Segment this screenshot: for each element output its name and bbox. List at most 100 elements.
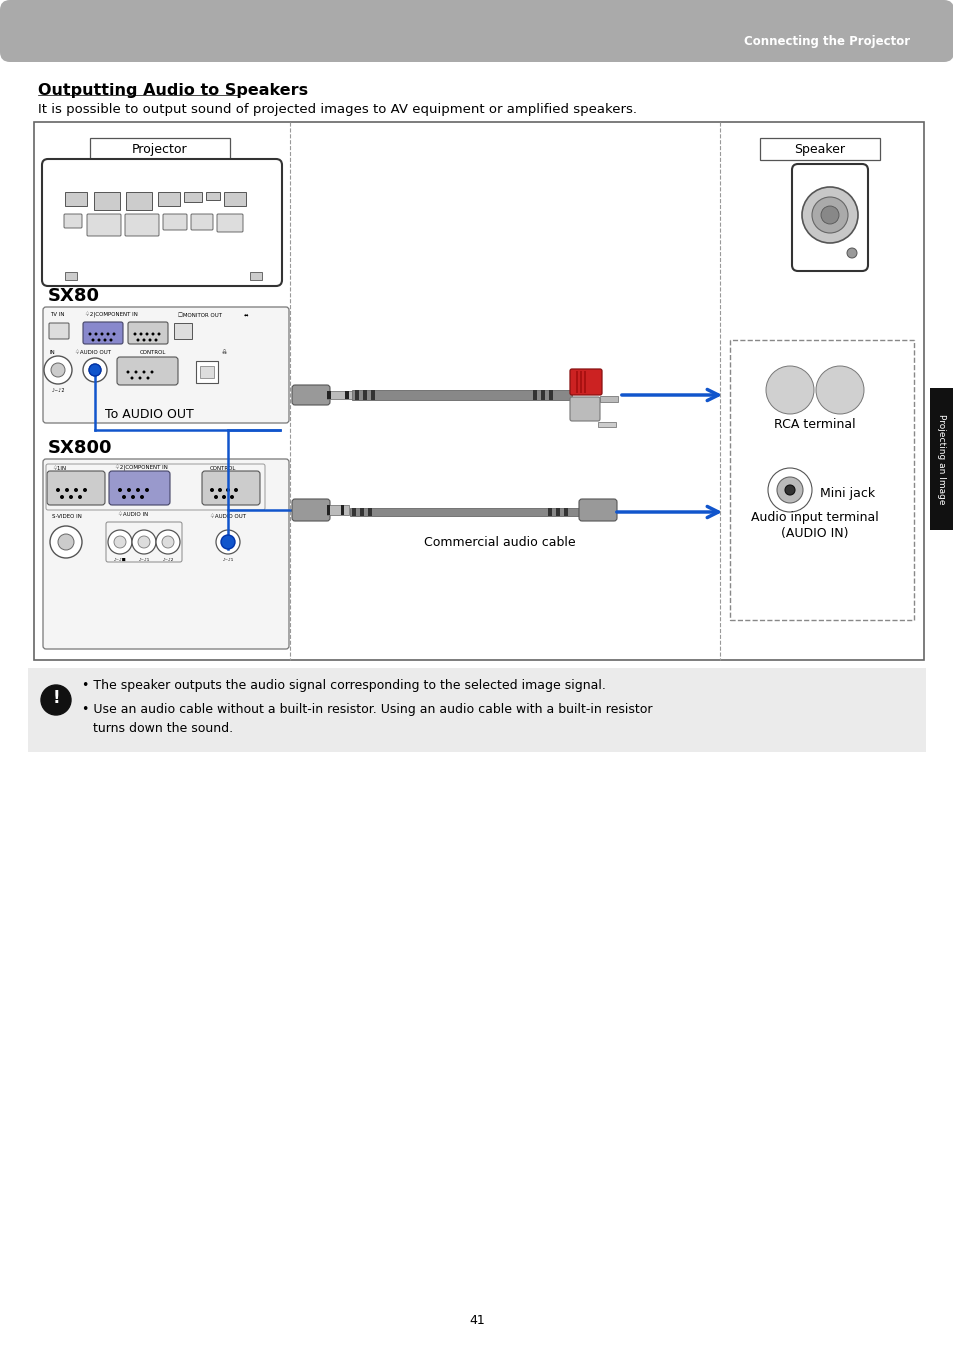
FancyBboxPatch shape (90, 138, 230, 160)
Bar (250, 272, 262, 280)
FancyBboxPatch shape (43, 458, 289, 649)
FancyBboxPatch shape (173, 323, 192, 339)
Circle shape (767, 468, 811, 512)
Bar (359, 508, 364, 516)
Bar (327, 391, 352, 399)
Text: ⬌: ⬌ (244, 312, 249, 318)
Text: • Use an audio cable without a built-in resistor. Using an audio cable with a bu: • Use an audio cable without a built-in … (82, 703, 652, 717)
Circle shape (74, 488, 78, 492)
Circle shape (213, 495, 218, 499)
FancyBboxPatch shape (126, 192, 152, 210)
Circle shape (815, 366, 863, 414)
Text: Projector: Projector (132, 142, 188, 155)
Circle shape (824, 375, 854, 406)
FancyBboxPatch shape (292, 499, 330, 521)
Bar (345, 391, 349, 399)
Circle shape (136, 338, 139, 342)
Circle shape (60, 495, 64, 499)
Bar (327, 506, 349, 515)
FancyBboxPatch shape (216, 214, 243, 233)
Bar (579, 370, 581, 393)
Bar (352, 389, 572, 400)
Text: CONTROL: CONTROL (140, 350, 166, 354)
Bar (563, 508, 567, 516)
Circle shape (222, 495, 226, 499)
Bar (371, 389, 375, 400)
Text: SX800: SX800 (48, 439, 112, 457)
Circle shape (110, 338, 112, 342)
Circle shape (230, 495, 233, 499)
Bar (350, 508, 584, 516)
FancyBboxPatch shape (292, 385, 330, 406)
Circle shape (765, 366, 813, 414)
Circle shape (108, 530, 132, 554)
Text: ☐MONITOR OUT: ☐MONITOR OUT (178, 312, 222, 318)
Circle shape (127, 488, 131, 492)
Bar (352, 508, 355, 516)
FancyBboxPatch shape (65, 192, 87, 206)
Circle shape (821, 206, 838, 224)
Text: IN: IN (50, 350, 55, 354)
Bar (548, 389, 553, 400)
Circle shape (782, 383, 796, 397)
Bar (533, 389, 537, 400)
FancyBboxPatch shape (202, 470, 260, 506)
FancyBboxPatch shape (117, 357, 178, 385)
FancyBboxPatch shape (128, 322, 168, 343)
Bar (583, 370, 585, 393)
Text: RCA terminal: RCA terminal (774, 419, 855, 431)
FancyBboxPatch shape (158, 192, 180, 206)
Circle shape (50, 526, 82, 558)
FancyBboxPatch shape (64, 214, 82, 228)
FancyBboxPatch shape (163, 214, 187, 230)
Circle shape (44, 356, 71, 384)
Circle shape (51, 362, 65, 377)
Text: Projecting an Image: Projecting an Image (937, 414, 945, 504)
Circle shape (103, 338, 107, 342)
Circle shape (210, 488, 213, 492)
FancyBboxPatch shape (34, 122, 923, 660)
Circle shape (140, 495, 144, 499)
FancyBboxPatch shape (191, 214, 213, 230)
Circle shape (58, 534, 74, 550)
Text: Outputting Audio to Speakers: Outputting Audio to Speakers (38, 82, 308, 97)
Circle shape (89, 333, 91, 335)
Circle shape (784, 485, 794, 495)
Circle shape (776, 477, 802, 503)
FancyBboxPatch shape (760, 138, 879, 160)
FancyBboxPatch shape (569, 397, 599, 420)
FancyBboxPatch shape (200, 366, 213, 379)
Text: ♤AUDIO IN: ♤AUDIO IN (118, 511, 148, 516)
Bar (363, 389, 367, 400)
Circle shape (89, 364, 101, 376)
FancyBboxPatch shape (43, 307, 289, 423)
Text: • The speaker outputs the audio signal corresponding to the selected image signa: • The speaker outputs the audio signal c… (82, 679, 605, 691)
Text: To AUDIO OUT: To AUDIO OUT (105, 408, 193, 422)
Bar (547, 508, 552, 516)
Circle shape (156, 530, 180, 554)
Circle shape (154, 338, 157, 342)
Circle shape (94, 333, 97, 335)
Circle shape (131, 495, 135, 499)
Bar (929, 388, 953, 530)
Circle shape (222, 535, 233, 548)
Circle shape (152, 333, 154, 335)
Circle shape (142, 338, 146, 342)
Circle shape (139, 333, 142, 335)
Text: 41: 41 (469, 1314, 484, 1326)
Bar (327, 391, 331, 399)
Circle shape (138, 376, 141, 380)
Circle shape (787, 388, 791, 392)
Circle shape (801, 187, 857, 243)
Text: SX80: SX80 (48, 287, 100, 306)
FancyBboxPatch shape (0, 0, 953, 62)
Circle shape (83, 488, 87, 492)
Circle shape (221, 535, 234, 549)
FancyBboxPatch shape (83, 322, 123, 343)
Circle shape (146, 333, 149, 335)
Bar (599, 396, 618, 402)
Bar (327, 506, 330, 515)
Circle shape (162, 535, 173, 548)
Circle shape (56, 488, 60, 492)
Circle shape (774, 375, 804, 406)
